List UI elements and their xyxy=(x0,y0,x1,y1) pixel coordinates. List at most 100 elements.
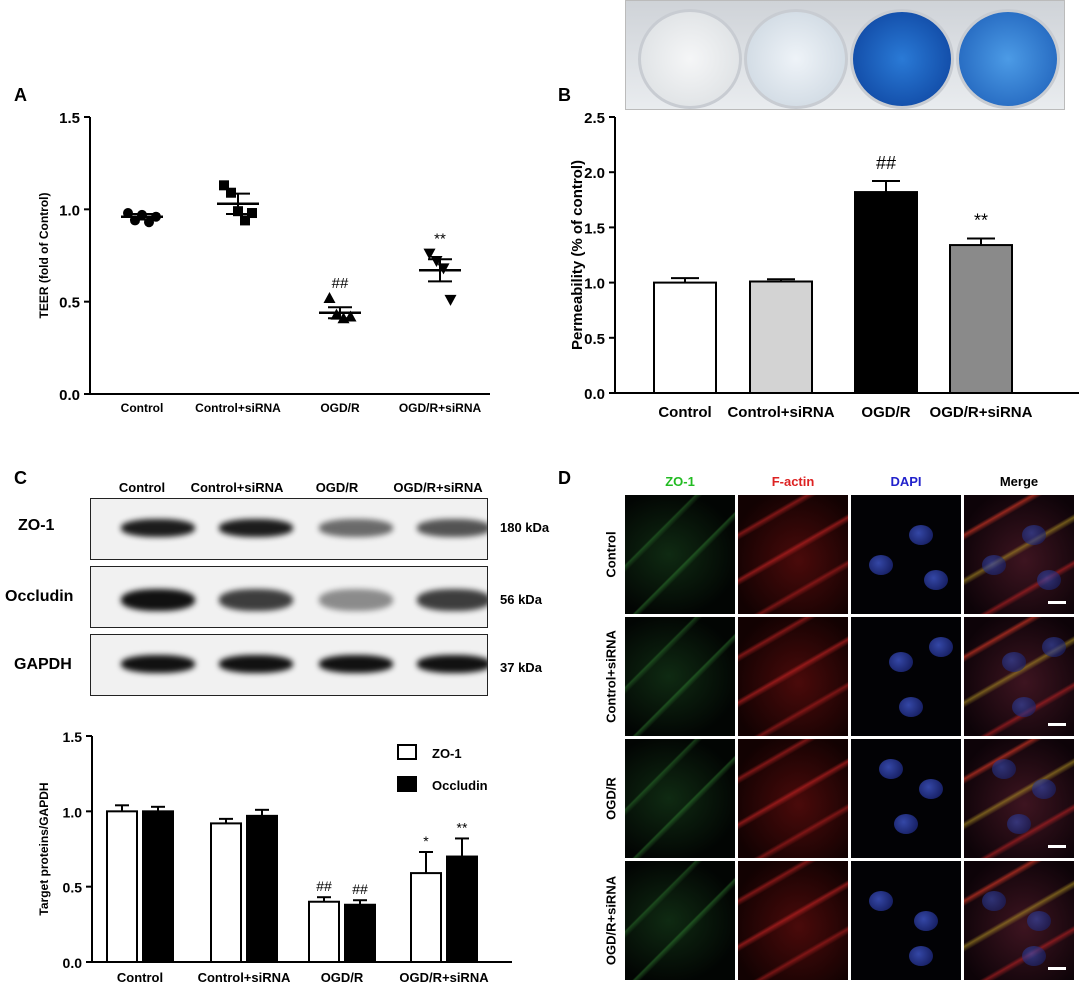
nucleus xyxy=(1022,946,1046,966)
chart-c-target-proteins: 0.0 0.5 1.0 1.5 Target proteins/GAPDH ## * ## **… xyxy=(37,729,512,985)
x-tick-label: OGD/R+siRNA xyxy=(399,401,482,415)
blot-band xyxy=(121,519,195,537)
x-tick-label: OGD/R xyxy=(321,970,364,985)
nucleus xyxy=(879,759,903,779)
significance-label: ## xyxy=(332,275,349,292)
y-tick-label: 1.0 xyxy=(63,804,83,820)
bar xyxy=(410,872,442,964)
nucleus xyxy=(924,570,948,590)
scale-bar xyxy=(1048,967,1066,970)
y-tick-label: 0.5 xyxy=(63,880,83,896)
micro-image-zo-1-row3 xyxy=(625,739,735,858)
blot-lane-header: Control+siRNA xyxy=(190,480,284,495)
micro-col-header-zo1: ZO-1 xyxy=(665,474,695,489)
y-tick-label: 0.5 xyxy=(59,295,80,312)
y-tick-label: 1.0 xyxy=(584,276,605,293)
x-tick-label: Control xyxy=(121,401,164,415)
bar xyxy=(749,280,813,394)
scale-bar xyxy=(1048,601,1066,604)
blot-lane-header: OGD/R xyxy=(315,480,359,495)
scale-bar xyxy=(1048,723,1066,726)
blot-band xyxy=(319,589,393,611)
x-tick-label: Control xyxy=(658,404,711,421)
nucleus xyxy=(919,779,943,799)
blot-strip-occludin xyxy=(90,566,488,628)
micro-image-merge-row3 xyxy=(964,739,1074,858)
blot-kda-label: 37 kDa xyxy=(500,660,542,675)
blot-row-label: ZO-1 xyxy=(18,517,55,534)
blot-lane-header: OGD/R+siRNA xyxy=(393,480,483,495)
panel-label-a: A xyxy=(14,85,27,105)
micro-image-dapi-row2 xyxy=(851,617,961,736)
y-axis-label: Target proteins/GAPDH xyxy=(37,782,51,915)
well-control xyxy=(638,9,742,109)
y-tick-label: 1.5 xyxy=(59,110,80,127)
significance-label: ** xyxy=(434,231,446,248)
nucleus xyxy=(992,759,1016,779)
legend-swatch xyxy=(397,776,417,792)
micro-image-f-actin-row4 xyxy=(738,861,848,980)
nucleus xyxy=(1022,525,1046,545)
y-tick-label: 0.0 xyxy=(63,955,83,971)
x-tick-label: OGD/R+siRNA xyxy=(399,970,489,985)
nucleus xyxy=(889,652,913,672)
y-tick-label: 1.5 xyxy=(584,220,605,237)
nucleus xyxy=(982,891,1006,911)
well-ogdr-sirna xyxy=(956,9,1060,109)
bar xyxy=(308,900,340,964)
micro-row-label-control-sirna: Control+siRNA xyxy=(603,630,619,723)
significance-label: ** xyxy=(457,819,468,835)
chart-b-permeability: 0.0 0.5 1.0 1.5 2.0 2.5 Permeability (% of con… xyxy=(569,110,1079,421)
blot-band xyxy=(219,589,293,611)
micro-image-f-actin-row3 xyxy=(738,739,848,858)
blot-lane-header: Control xyxy=(118,480,166,495)
nucleus xyxy=(909,525,933,545)
micro-image-f-actin-row2 xyxy=(738,617,848,736)
nucleus xyxy=(1012,697,1036,717)
panel-label-c: C xyxy=(14,468,27,488)
blot-band xyxy=(121,589,195,611)
nucleus xyxy=(1032,779,1056,799)
bar xyxy=(854,191,918,394)
scale-bar xyxy=(1048,845,1066,848)
significance-label: ## xyxy=(316,878,332,894)
nucleus xyxy=(914,911,938,931)
bar xyxy=(210,822,242,963)
nucleus xyxy=(869,891,893,911)
bar xyxy=(344,903,376,964)
micro-col-header-merge: Merge xyxy=(999,474,1039,489)
significance-label: ## xyxy=(876,153,896,173)
legend-label: Occludin xyxy=(432,778,488,793)
data-point xyxy=(247,208,257,219)
nucleus xyxy=(869,555,893,575)
significance-label: * xyxy=(423,833,429,849)
nucleus xyxy=(894,814,918,834)
y-tick-label: 0.5 xyxy=(584,331,605,348)
legend-swatch xyxy=(397,744,417,760)
micro-col-header-dapi: DAPI xyxy=(890,474,922,489)
micro-image-merge-row2 xyxy=(964,617,1074,736)
blot-row-label: Occludin xyxy=(5,588,74,605)
y-axis-label: Permeability (% of control) xyxy=(569,160,586,350)
x-tick-label: Control+siRNA xyxy=(198,970,291,985)
panel-label-b: B xyxy=(558,85,571,105)
micro-row-label-control: Control xyxy=(603,531,619,578)
data-point xyxy=(219,180,229,191)
well-control-sirna xyxy=(744,9,848,109)
blot-strip-zo1 xyxy=(90,498,488,560)
significance-label: ## xyxy=(352,881,368,897)
blot-kda-label: 56 kDa xyxy=(500,592,542,607)
y-tick-label: 1.5 xyxy=(63,729,83,745)
western-blot: Control Control+siRNA OGD/R OGD/R+siRNA … xyxy=(0,470,560,730)
micro-image-dapi-row1 xyxy=(851,495,961,614)
legend-label: ZO-1 xyxy=(432,746,462,761)
data-point xyxy=(423,248,436,260)
x-tick-label: Control xyxy=(117,970,163,985)
blot-band xyxy=(417,589,487,611)
nucleus xyxy=(1027,911,1051,931)
y-tick-label: 2.5 xyxy=(584,110,605,127)
x-tick-label: OGD/R xyxy=(320,401,360,415)
blot-band xyxy=(417,655,487,673)
micro-image-merge-row4 xyxy=(964,861,1074,980)
data-point xyxy=(240,215,250,226)
